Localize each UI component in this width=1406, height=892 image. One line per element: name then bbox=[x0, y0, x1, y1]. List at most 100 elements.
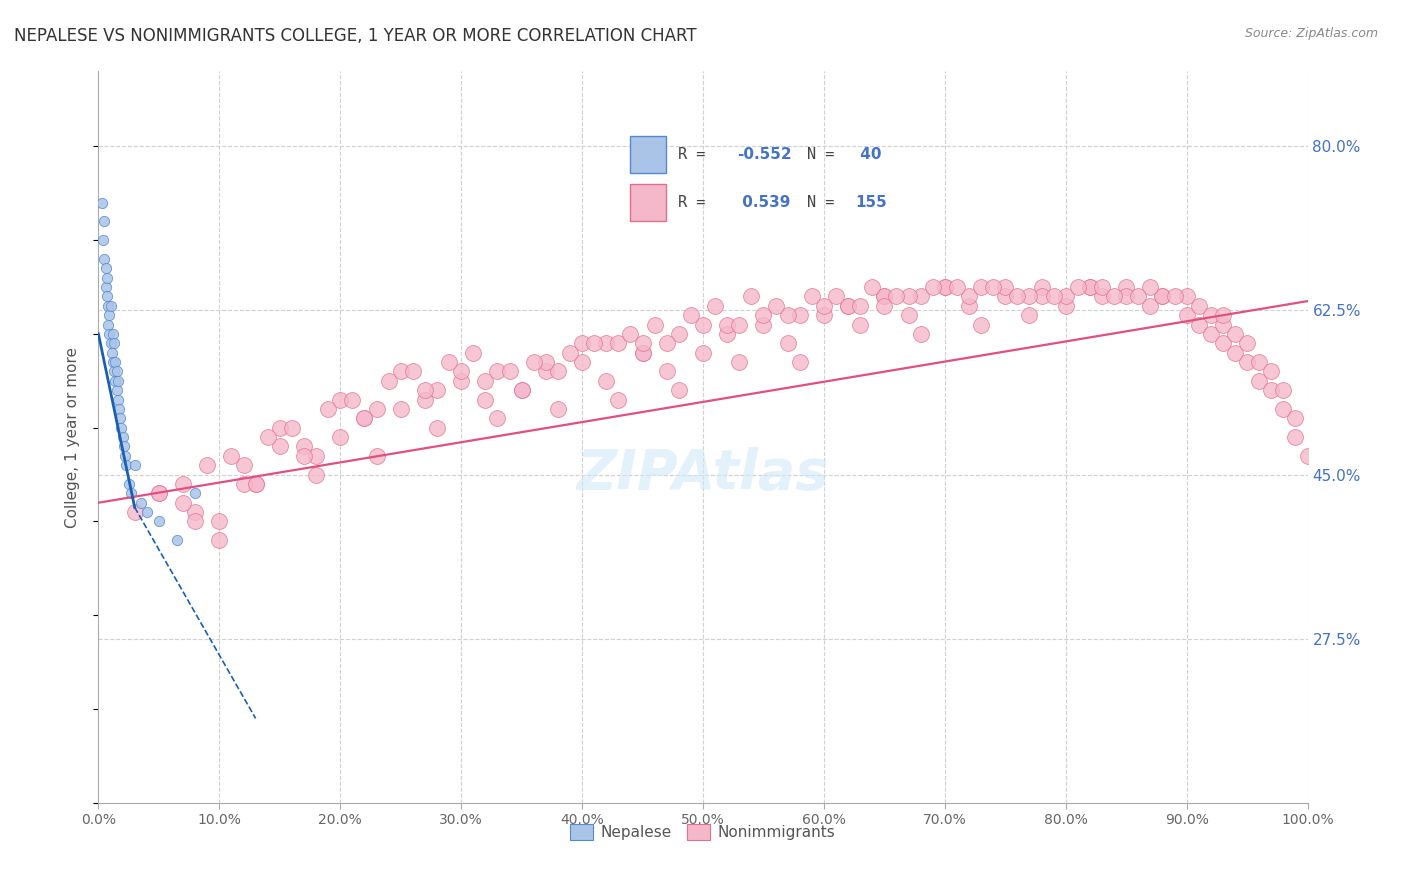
Point bbox=[269, 420, 291, 434]
Point bbox=[413, 383, 436, 397]
Point bbox=[120, 486, 142, 500]
Point bbox=[558, 345, 581, 359]
Point bbox=[208, 515, 231, 529]
Point bbox=[366, 401, 388, 416]
Point bbox=[1260, 364, 1282, 378]
Point bbox=[135, 505, 157, 519]
Point bbox=[994, 289, 1017, 303]
Point bbox=[1139, 280, 1161, 294]
Point bbox=[571, 355, 593, 369]
Point bbox=[107, 374, 129, 388]
Point bbox=[1018, 289, 1040, 303]
Point bbox=[1078, 280, 1101, 294]
Point bbox=[910, 326, 932, 341]
Text: R =: R = bbox=[678, 147, 714, 161]
Text: ZIPAtlas: ZIPAtlas bbox=[576, 447, 830, 500]
Point bbox=[1188, 318, 1211, 332]
Point bbox=[305, 449, 328, 463]
Point bbox=[105, 364, 128, 378]
Point bbox=[789, 355, 811, 369]
Point bbox=[108, 401, 131, 416]
Point bbox=[1175, 289, 1198, 303]
Point bbox=[1152, 289, 1174, 303]
Point bbox=[1042, 289, 1064, 303]
Point bbox=[101, 326, 124, 341]
Point bbox=[281, 420, 304, 434]
Point bbox=[957, 289, 980, 303]
Point bbox=[426, 383, 449, 397]
Point bbox=[934, 280, 956, 294]
Point bbox=[740, 289, 762, 303]
Point bbox=[245, 477, 267, 491]
Point bbox=[1175, 308, 1198, 322]
Point bbox=[970, 318, 993, 332]
Point bbox=[1115, 280, 1137, 294]
Text: N =: N = bbox=[807, 195, 844, 210]
Point bbox=[269, 440, 291, 454]
Point bbox=[172, 496, 194, 510]
Point bbox=[957, 299, 980, 313]
Point bbox=[96, 289, 118, 303]
Point bbox=[426, 420, 449, 434]
Text: NEPALESE VS NONIMMIGRANTS COLLEGE, 1 YEAR OR MORE CORRELATION CHART: NEPALESE VS NONIMMIGRANTS COLLEGE, 1 YEA… bbox=[14, 27, 697, 45]
Point bbox=[118, 477, 141, 491]
Point bbox=[91, 233, 114, 247]
FancyBboxPatch shape bbox=[630, 136, 666, 173]
Point bbox=[970, 280, 993, 294]
Point bbox=[607, 336, 630, 351]
Point bbox=[534, 355, 557, 369]
Point bbox=[1054, 289, 1077, 303]
Point bbox=[716, 318, 738, 332]
Point bbox=[1054, 299, 1077, 313]
Point bbox=[631, 345, 654, 359]
Text: R =: R = bbox=[678, 195, 714, 210]
Point bbox=[547, 401, 569, 416]
Point bbox=[668, 383, 690, 397]
Point bbox=[195, 458, 218, 473]
Point bbox=[800, 289, 823, 303]
Point bbox=[342, 392, 364, 407]
Point bbox=[994, 280, 1017, 294]
Point bbox=[1272, 383, 1295, 397]
Point bbox=[1223, 326, 1246, 341]
Point bbox=[437, 355, 460, 369]
Text: 40: 40 bbox=[855, 147, 882, 161]
Point bbox=[1139, 299, 1161, 313]
Point bbox=[752, 318, 775, 332]
Point bbox=[1199, 308, 1222, 322]
Point bbox=[776, 308, 799, 322]
Point bbox=[184, 515, 207, 529]
Point bbox=[101, 355, 124, 369]
Point bbox=[450, 374, 472, 388]
Point bbox=[129, 496, 152, 510]
Point bbox=[98, 308, 121, 322]
Point bbox=[148, 486, 170, 500]
Point bbox=[486, 364, 509, 378]
Point bbox=[897, 289, 920, 303]
Point bbox=[100, 336, 122, 351]
Point bbox=[631, 336, 654, 351]
Point bbox=[1249, 374, 1271, 388]
Point bbox=[1091, 289, 1114, 303]
Point bbox=[97, 299, 120, 313]
Point bbox=[813, 299, 835, 313]
Legend: Nepalese, Nonimmigrants: Nepalese, Nonimmigrants bbox=[564, 818, 842, 847]
Point bbox=[1031, 280, 1053, 294]
Point bbox=[534, 364, 557, 378]
Point bbox=[728, 318, 751, 332]
Point bbox=[148, 486, 170, 500]
Point bbox=[873, 289, 896, 303]
Point bbox=[1018, 308, 1040, 322]
Point bbox=[1199, 326, 1222, 341]
Point bbox=[1212, 308, 1234, 322]
Text: 155: 155 bbox=[855, 195, 887, 210]
Point bbox=[474, 392, 496, 407]
Point bbox=[208, 533, 231, 548]
Point bbox=[595, 374, 617, 388]
Point bbox=[1223, 345, 1246, 359]
Point bbox=[510, 383, 533, 397]
Point bbox=[353, 411, 375, 425]
Point bbox=[595, 336, 617, 351]
Point bbox=[860, 280, 883, 294]
Point bbox=[1067, 280, 1090, 294]
